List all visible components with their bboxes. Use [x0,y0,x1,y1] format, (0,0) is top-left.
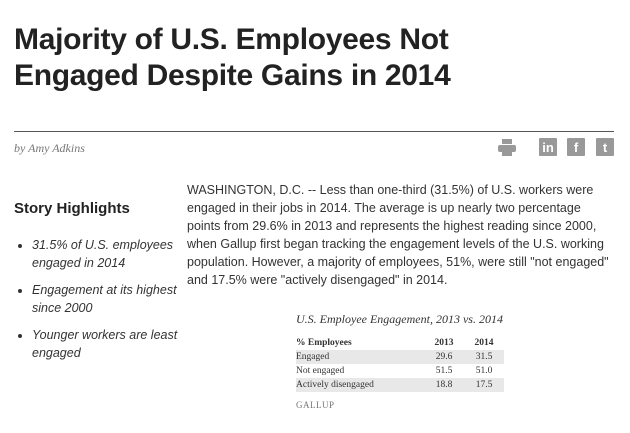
table-row: Actively disengaged 18.8 17.5 [296,378,504,392]
byline: by Amy Adkins [14,141,85,155]
twitter-icon[interactable]: t [596,138,614,156]
print-icon[interactable] [498,139,516,156]
engagement-table: U.S. Employee Engagement, 2013 vs. 2014 … [296,312,504,410]
table-row: Not engaged 51.5 51.0 [296,366,493,376]
linkedin-icon[interactable]: in [539,138,557,156]
list-item: Younger workers are least engaged [32,326,182,362]
page-title: Majority of U.S. Employees Not Engaged D… [14,23,451,92]
facebook-icon[interactable]: f [567,138,585,156]
table-header: % Employees 2013 2014 [296,338,494,348]
table-row: Engaged 29.6 31.5 [296,350,504,364]
list-item: 31.5% of U.S. employees engaged in 2014 [32,236,182,272]
list-item: Engagement at its highest since 2000 [32,281,182,317]
divider [14,131,614,132]
table-title: U.S. Employee Engagement, 2013 vs. 2014 [296,312,503,326]
highlights-list: 31.5% of U.S. employees engaged in 2014 … [14,236,182,371]
highlights-title: Story Highlights [14,200,130,217]
gallup-logo: GALLUP [296,400,335,410]
article-body: WASHINGTON, D.C. -- Less than one-third … [187,183,609,287]
